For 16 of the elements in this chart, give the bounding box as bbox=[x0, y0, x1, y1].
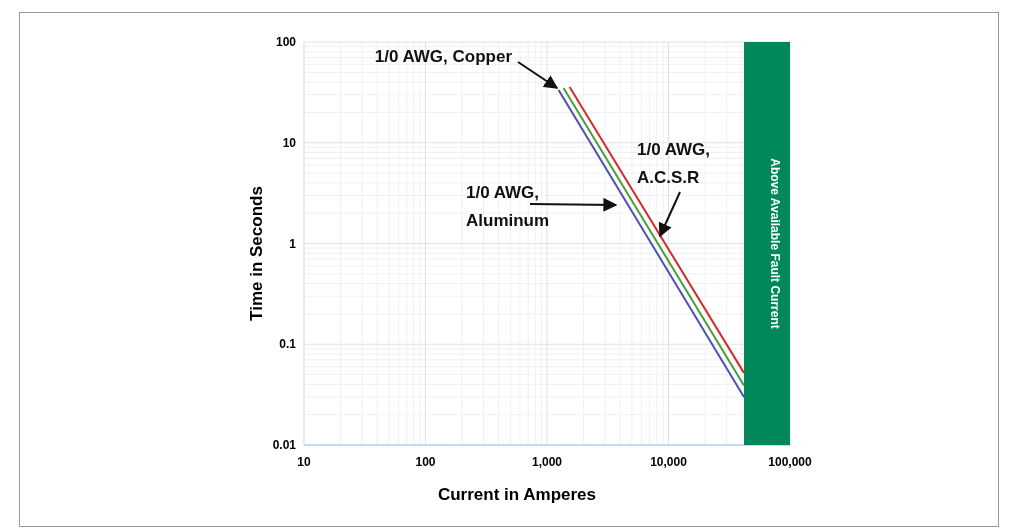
y-axis-title: Time in Seconds bbox=[247, 186, 266, 321]
y-tick-label: 100 bbox=[275, 35, 297, 49]
text: 1/0 AWG, Aluminum bbox=[466, 183, 550, 230]
y-tick-label: 0.01 bbox=[272, 438, 297, 452]
x-tick-label: 1,000 bbox=[531, 455, 563, 469]
x-axis-title: Current in Amperes bbox=[437, 485, 597, 504]
band-label: Above Available Fault Current bbox=[767, 158, 782, 329]
x-tick-label: 100 bbox=[415, 455, 436, 469]
x-tick-label: 10,000 bbox=[650, 455, 688, 469]
text: 1/0 AWG, Copper bbox=[374, 47, 513, 66]
series-label: 1/0 AWG, A.C.S.R bbox=[637, 140, 711, 187]
x-tick-label: 10 bbox=[297, 455, 311, 469]
y-tick-label: 1 bbox=[289, 236, 297, 251]
y-tick-label: 10 bbox=[282, 135, 297, 150]
y-tick-label: 0.1 bbox=[279, 337, 297, 352]
x-tick-label: 100,000 bbox=[768, 455, 813, 469]
